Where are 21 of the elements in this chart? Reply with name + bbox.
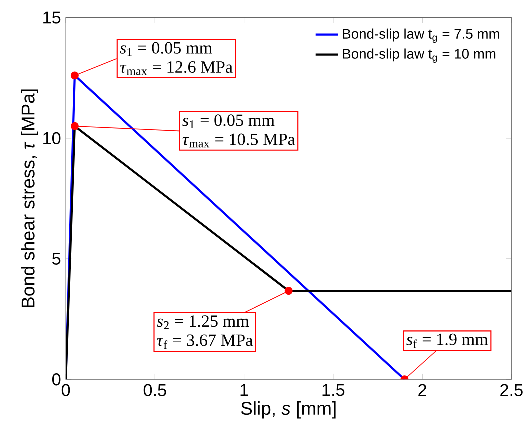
annotation: s$_{2}$ = 1.25 mm <box>157 316 250 330</box>
x-tick-label: 2.5 <box>500 384 523 396</box>
annotation: τ$_{f}$ = 3.67 MPa <box>157 334 254 350</box>
x-tick-label: 1 <box>240 384 248 396</box>
y-tick-label: 15 <box>44 12 61 24</box>
annotation: s$_{1}$ = 0.05 mm <box>120 42 212 56</box>
annotation: τ$_{max}$ = 10.5 MPa <box>182 134 296 148</box>
x-axis-title: Slip, s [mm] <box>241 401 336 419</box>
annotation: τ$_{max}$ = 12.6 MPa <box>120 61 233 76</box>
y-tick-label: 5 <box>52 252 61 265</box>
legend-label: Bond-slip law t$_{g}$ = 10 mm <box>343 48 496 63</box>
annotation: s$_{f}$ = 1.9 mm <box>406 334 488 348</box>
annotation: s$_{1}$ = 0.05 mm <box>182 114 275 128</box>
y-axis-title: Bond shear stress, τ [MPa] <box>21 90 38 308</box>
y-tick-label: 0 <box>52 373 61 386</box>
legend-label: Bond-slip law t$_{g}$ = 7.5 mm <box>343 28 500 43</box>
y-tick-label: 10 <box>44 132 61 144</box>
x-tick-label: 1.5 <box>322 384 345 396</box>
x-tick-label: 0.5 <box>144 384 166 396</box>
x-tick-label: 2 <box>418 384 426 396</box>
x-tick-label: 0 <box>62 384 70 396</box>
